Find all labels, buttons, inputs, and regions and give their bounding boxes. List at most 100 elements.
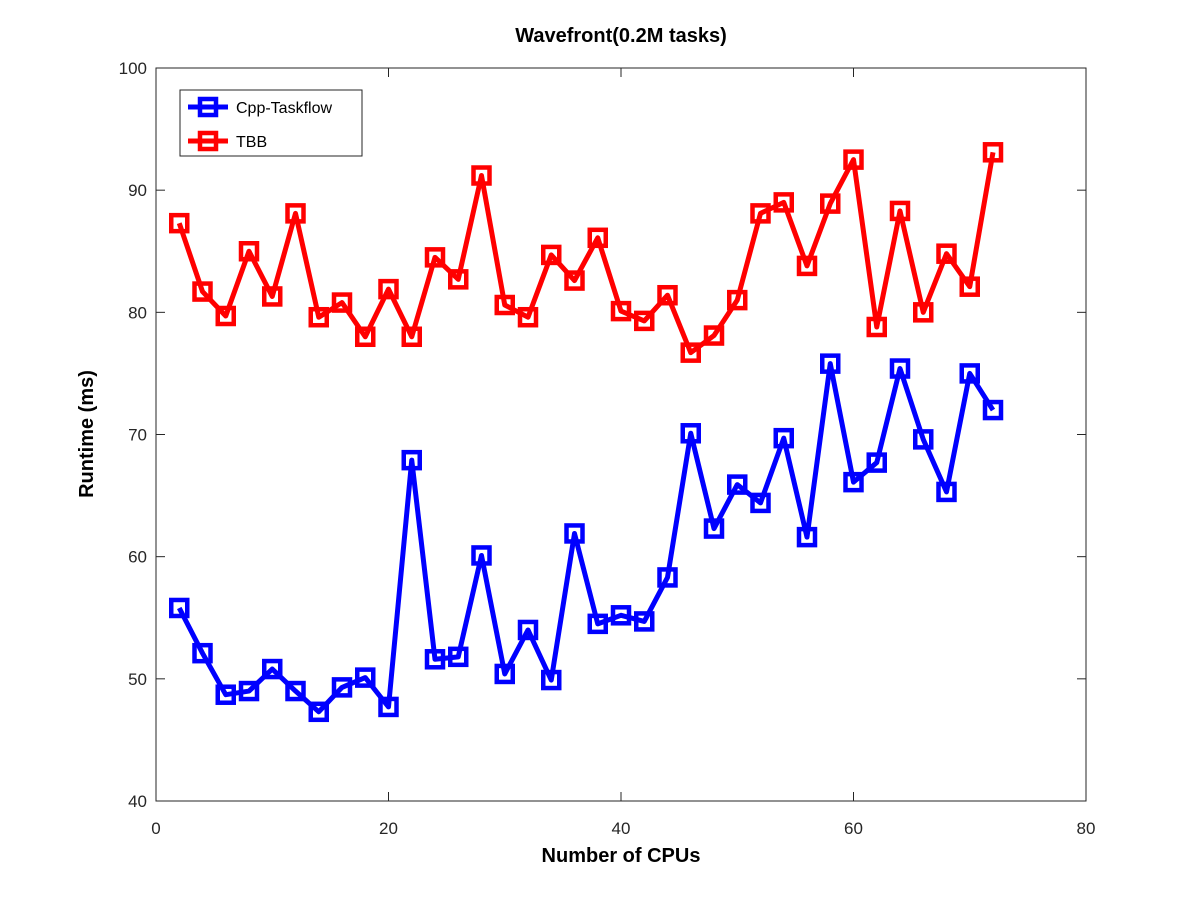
data-point [378, 278, 399, 300]
data-point [703, 325, 725, 346]
data-point [796, 255, 818, 277]
data-point [424, 649, 446, 670]
data-point [517, 619, 539, 641]
data-point [587, 227, 608, 249]
data-point [308, 306, 329, 328]
data-point [494, 294, 515, 316]
data-point [448, 646, 469, 668]
data-point [541, 244, 562, 266]
data-point [796, 526, 818, 548]
data-point [331, 292, 353, 313]
y-tick-label: 100 [119, 59, 147, 78]
data-point [889, 358, 911, 379]
data-point [448, 269, 469, 290]
data-point [610, 300, 632, 322]
y-axis-label: Runtime (ms) [76, 370, 98, 498]
x-tick-label: 20 [379, 819, 398, 838]
data-point [401, 449, 422, 471]
y-tick-label: 50 [128, 670, 147, 689]
data-point [424, 247, 446, 268]
legend-entry: TBB [188, 130, 267, 152]
data-point [936, 243, 957, 264]
data-point [238, 241, 260, 262]
data-point [727, 474, 748, 495]
data-point [959, 363, 980, 384]
legend-label: TBB [236, 134, 267, 151]
data-point [192, 642, 213, 664]
data-point [913, 302, 934, 323]
data-point [238, 680, 260, 702]
series-layer [169, 142, 1004, 723]
data-point [750, 492, 771, 514]
data-point [192, 281, 213, 302]
axis-ticks: 0 20 40 60 80 40 50 60 70 80 90 100 [119, 59, 1096, 838]
data-point [610, 605, 632, 626]
series-1 [169, 142, 1004, 363]
y-tick-label: 90 [128, 181, 147, 200]
x-tick-label: 60 [844, 819, 863, 838]
data-point [285, 203, 306, 224]
data-point [634, 611, 655, 632]
data-point [657, 567, 678, 588]
data-point [843, 471, 864, 493]
data-point [308, 701, 329, 723]
series-line [176, 151, 996, 356]
x-tick-label: 80 [1077, 819, 1096, 838]
legend-entry: Cpp-Taskflow [188, 96, 332, 118]
data-point [471, 545, 492, 566]
data-point [262, 658, 283, 680]
data-point [634, 310, 655, 332]
data-point [355, 326, 376, 348]
data-point [657, 284, 678, 306]
data-point [215, 684, 236, 705]
data-point [215, 305, 236, 327]
data-point [773, 192, 794, 213]
data-point [936, 481, 957, 503]
data-point [866, 316, 887, 338]
data-point [982, 399, 1004, 421]
data-point [541, 669, 562, 691]
data-point [889, 200, 911, 222]
data-point [564, 270, 585, 291]
data-point [169, 597, 190, 619]
data-point [494, 663, 515, 685]
data-point [820, 193, 841, 214]
series-line [177, 361, 996, 715]
data-point [820, 353, 841, 374]
data-point [285, 680, 306, 702]
data-point [471, 165, 492, 186]
data-point [331, 677, 353, 698]
series-0 [169, 353, 1004, 723]
data-point [355, 667, 376, 688]
data-point [262, 286, 283, 307]
y-tick-label: 60 [128, 548, 147, 567]
x-axis-label: Number of CPUs [542, 845, 701, 867]
data-point [401, 326, 422, 348]
data-point [773, 427, 794, 449]
data-point [587, 613, 608, 635]
data-point [680, 423, 701, 444]
data-point [680, 342, 701, 363]
data-point [169, 212, 190, 234]
data-point [913, 429, 934, 450]
x-tick-label: 40 [612, 819, 631, 838]
legend-swatch-marker [197, 96, 219, 118]
data-point [703, 518, 725, 539]
y-tick-label: 40 [128, 792, 147, 811]
y-tick-label: 80 [128, 303, 147, 322]
legend: Cpp-Taskflow TBB [179, 89, 363, 157]
data-point [982, 142, 1004, 163]
data-point [727, 289, 748, 311]
data-point [959, 276, 980, 297]
data-point [843, 149, 864, 170]
data-point [517, 306, 539, 328]
data-point [866, 452, 887, 473]
y-tick-label: 70 [128, 426, 147, 445]
data-point [750, 203, 771, 224]
chart-title: Wavefront(0.2M tasks) [515, 25, 727, 47]
data-point [378, 696, 399, 718]
legend-swatch-marker [197, 130, 219, 152]
legend-label: Cpp-Taskflow [236, 100, 332, 117]
data-point [564, 523, 585, 544]
x-tick-label: 0 [151, 819, 160, 838]
